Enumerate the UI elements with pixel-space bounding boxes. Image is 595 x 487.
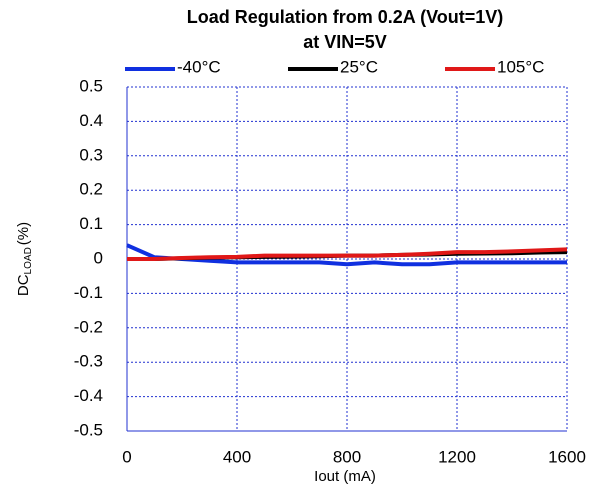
y-tick-label: -0.3 (74, 352, 103, 371)
series-line (127, 247, 568, 261)
legend-label: 105°C (497, 57, 544, 76)
y-axis-label: DCLOAD (%) (15, 222, 34, 296)
y-tick-label: 0.4 (79, 111, 103, 130)
series-line (126, 243, 567, 267)
x-tick-label: 400 (223, 447, 251, 466)
legend-label: -40°C (177, 57, 221, 76)
x-tick-label: 1600 (548, 447, 586, 466)
y-tick-label: -0.1 (74, 283, 103, 302)
y-tick-label: -0.5 (74, 420, 103, 439)
y-label-unit: (%) (15, 222, 32, 245)
y-tick-label: 0.5 (79, 76, 103, 95)
y-tick-label: -0.4 (74, 386, 103, 405)
y-tick-label: 0.1 (79, 214, 103, 233)
y-tick-label: 0.3 (79, 145, 103, 164)
x-tick-label: 1200 (438, 447, 476, 466)
y-label-sub: LOAD (23, 247, 34, 274)
y-tick-label: -0.2 (74, 317, 103, 336)
x-axis-label: Iout (mA) (314, 468, 376, 485)
y-tick-label: 0 (94, 248, 103, 267)
x-tick-label: 0 (122, 447, 131, 466)
y-label-main: DC (15, 274, 32, 296)
chart-title: Load Regulation from 0.2A (Vout=1V) (187, 7, 504, 27)
x-tick-label: 800 (333, 447, 361, 466)
y-tick-label: 0.2 (79, 180, 103, 199)
chart-title: at VIN=5V (303, 32, 387, 52)
legend-label: 25°C (340, 57, 378, 76)
